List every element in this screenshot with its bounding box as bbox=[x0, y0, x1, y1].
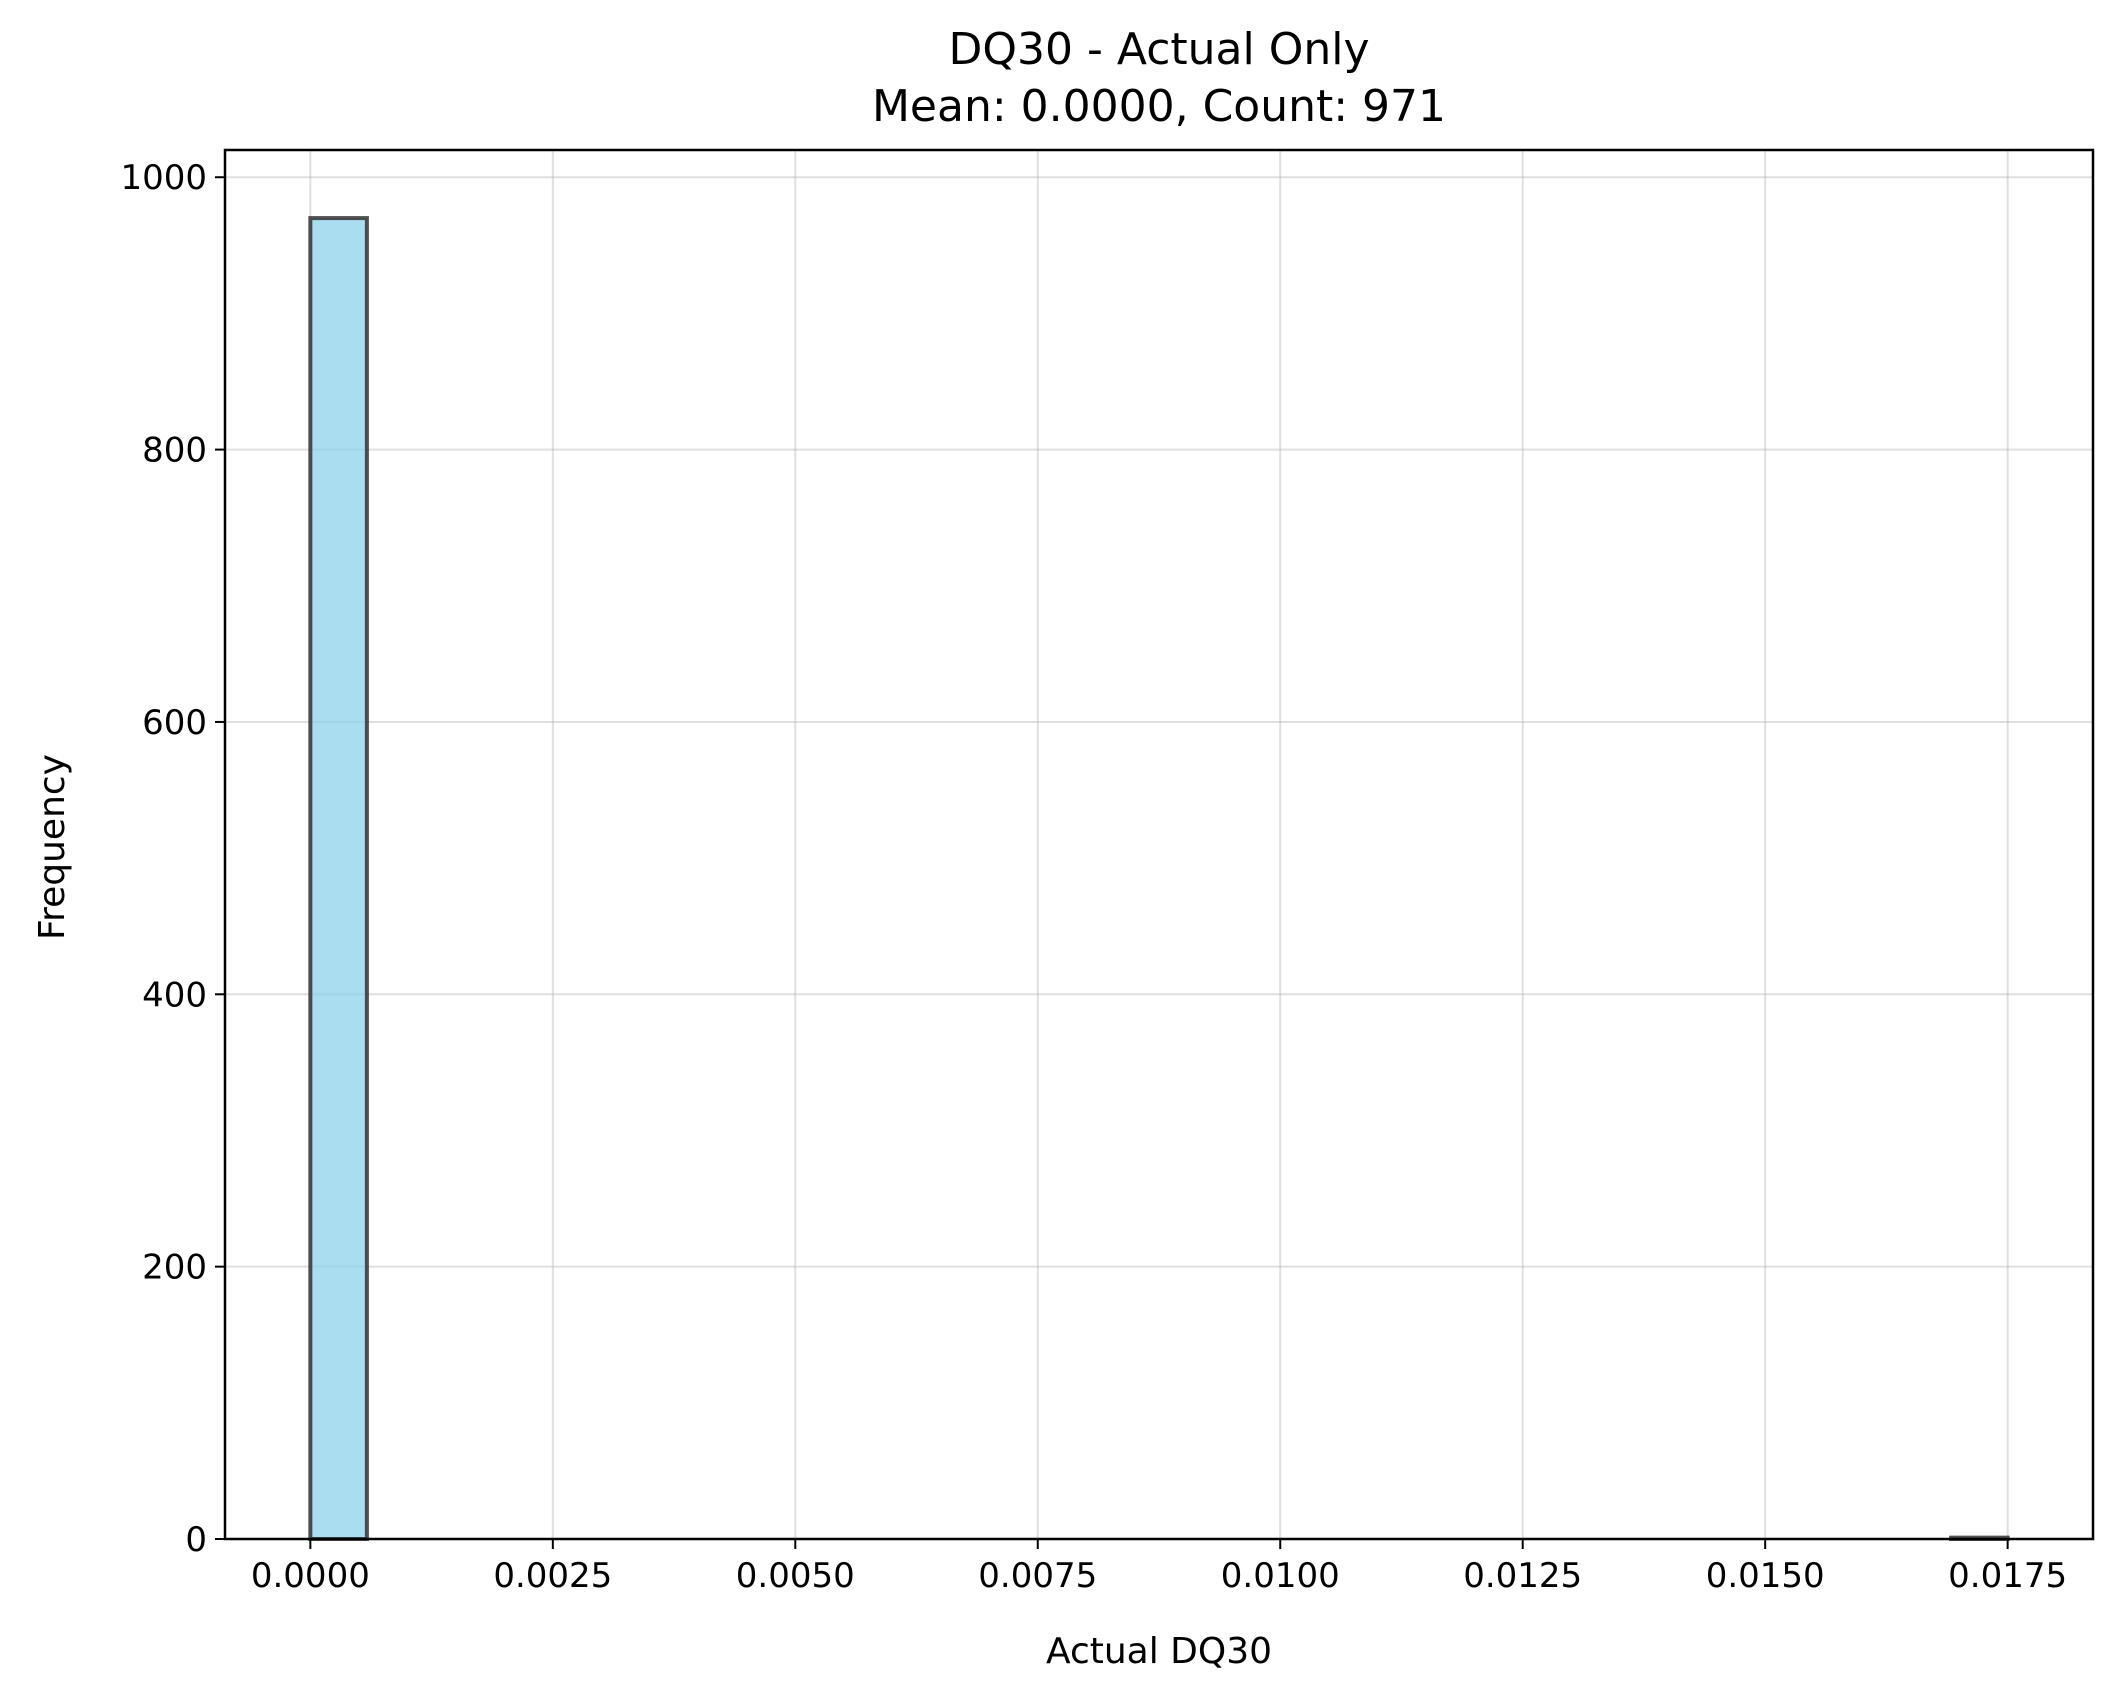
x-tick-label: 0.0075 bbox=[978, 1556, 1097, 1596]
y-axis-label: Frequency bbox=[32, 754, 73, 940]
x-tick-label: 0.0000 bbox=[251, 1556, 370, 1596]
x-tick-label: 0.0050 bbox=[736, 1556, 855, 1596]
chart-title: DQ30 - Actual Only bbox=[949, 24, 1370, 75]
y-tick-label: 600 bbox=[142, 703, 207, 743]
x-tick-label: 0.0150 bbox=[1706, 1556, 1825, 1596]
y-tick-label: 0 bbox=[185, 1520, 207, 1560]
x-axis: 0.0000 0.0025 0.0050 0.0075 0.0100 0.0125 0.01… bbox=[251, 1539, 2067, 1596]
histogram-bar bbox=[308, 216, 369, 1541]
x-tick-label: 0.0025 bbox=[493, 1556, 612, 1596]
x-tick-label: 0.0175 bbox=[1948, 1556, 2067, 1596]
y-tick-label: 400 bbox=[142, 975, 207, 1015]
y-axis: 0 200 400 600 800 1000 bbox=[120, 158, 225, 1560]
x-tick-label: 0.0100 bbox=[1221, 1556, 1340, 1596]
chart-subtitle: Mean: 0.0000, Count: 971 bbox=[872, 81, 1446, 132]
plot-frame bbox=[223, 148, 2095, 1541]
y-tick-label: 200 bbox=[142, 1248, 207, 1288]
x-tick-label: 0.0125 bbox=[1463, 1556, 1582, 1596]
y-tick-label: 1000 bbox=[120, 158, 207, 198]
y-tick-label: 800 bbox=[142, 431, 207, 471]
x-axis-label: Actual DQ30 bbox=[1046, 1631, 1272, 1672]
